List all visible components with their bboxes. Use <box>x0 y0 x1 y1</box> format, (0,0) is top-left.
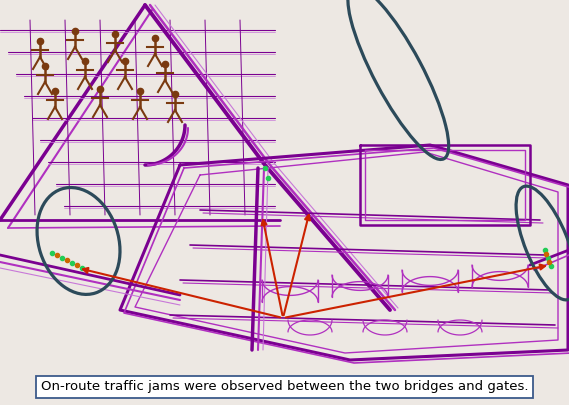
Text: On-route traffic jams were observed between the two bridges and gates.: On-route traffic jams were observed betw… <box>41 380 528 393</box>
